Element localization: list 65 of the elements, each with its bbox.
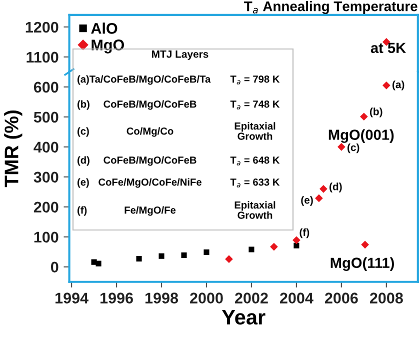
y-tick-label: 500 — [34, 112, 58, 123]
annotation: (a) — [392, 80, 404, 90]
annotation: (e) — [78, 178, 89, 188]
x-tick-label: 1994 — [56, 292, 88, 304]
annotation: (f) — [78, 206, 87, 216]
annotation: T$_{a}$ = 748 K — [230, 100, 280, 110]
annotation: (d) — [330, 182, 342, 192]
point — [292, 236, 300, 244]
point — [158, 253, 164, 259]
annotation: T$_{a}$ = 798 K — [230, 76, 280, 84]
point — [181, 252, 187, 258]
x-tick-label: 2000 — [190, 292, 223, 304]
point — [270, 242, 278, 251]
annotation: CoFeB/MgO/CoFeB — [104, 100, 196, 110]
x-tick-label: 1998 — [145, 292, 178, 304]
annotation: (c) — [78, 127, 89, 137]
point — [315, 194, 323, 202]
y-tick-label: 200 — [34, 202, 58, 213]
point — [248, 246, 254, 252]
y-tick-label: 400 — [34, 142, 58, 153]
annotation: Epitaxial Growth — [234, 201, 276, 219]
annotation: Ta/CoFeB/MgO/CoFeB/Ta — [89, 75, 211, 85]
point — [338, 142, 346, 151]
y-tick-label: 1200 — [26, 22, 58, 33]
y-tick-label: 1100 — [26, 52, 58, 63]
annotation: MgO(111) — [330, 257, 394, 271]
point — [96, 260, 102, 266]
x-tick-label: 2008 — [370, 292, 403, 304]
annotation: (e) — [301, 196, 313, 206]
point — [382, 82, 390, 90]
annotation: T$_{a}$ = 633 K — [230, 178, 280, 188]
point — [320, 184, 328, 193]
annotation: (c) — [348, 143, 360, 154]
point — [361, 240, 369, 249]
x-tick-label: 1996 — [100, 292, 133, 304]
annotation: CoFeB/MgO/CoFeB — [104, 156, 196, 166]
x-axis-title: Year — [222, 310, 266, 325]
annotation: (f) — [300, 228, 310, 238]
y-tick-label: 300 — [34, 172, 58, 183]
annotation: (b) — [370, 108, 382, 118]
annotation: Co/Mg/Co — [126, 127, 174, 137]
y-axis-title: TMR (%) — [4, 110, 22, 188]
y-tick-label: 600 — [34, 82, 58, 93]
point — [294, 242, 300, 248]
annotation: CoFe/MgO/CoFe/NiFe — [98, 178, 202, 188]
annotation: (d) — [78, 156, 90, 166]
annotation: at 5K — [370, 42, 406, 54]
annotation: Epitaxial Growth — [234, 122, 276, 140]
x-tick-label: 2006 — [324, 292, 358, 304]
x-tick-label: 2002 — [235, 292, 268, 304]
annotation: T$_{a}$ = 648 K — [230, 156, 280, 166]
chart-title: T$_{a}$ Annealing Temperature — [244, 1, 418, 14]
annotation: MTJ Layers — [152, 50, 208, 60]
annotation: (a) — [78, 75, 89, 85]
annotation: Fe/MgO/Fe — [124, 206, 176, 216]
point — [204, 249, 210, 255]
y-tick-label: 0 — [50, 262, 58, 273]
point — [225, 255, 233, 263]
annotation: MgO(001) — [328, 129, 394, 143]
point — [136, 256, 142, 262]
point — [360, 112, 368, 121]
legend-label: AlO — [91, 22, 118, 34]
annotation: (b) — [78, 100, 90, 110]
y-tick-label: 100 — [34, 232, 58, 243]
x-tick-label: 2004 — [280, 292, 314, 304]
